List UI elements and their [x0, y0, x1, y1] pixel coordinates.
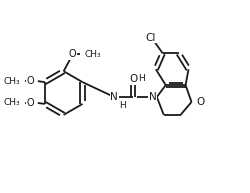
Text: H: H — [119, 101, 126, 110]
Text: CH₃: CH₃ — [3, 98, 20, 108]
Text: CH₃: CH₃ — [84, 50, 101, 59]
Text: O: O — [196, 97, 205, 107]
Text: O: O — [69, 49, 76, 59]
Text: Cl: Cl — [146, 32, 156, 42]
Text: H: H — [138, 74, 145, 83]
Text: N: N — [149, 92, 157, 102]
Text: O: O — [129, 74, 137, 84]
Text: O: O — [26, 76, 34, 86]
Text: CH₃: CH₃ — [3, 77, 20, 86]
Text: N: N — [110, 92, 118, 102]
Text: O: O — [26, 98, 34, 108]
